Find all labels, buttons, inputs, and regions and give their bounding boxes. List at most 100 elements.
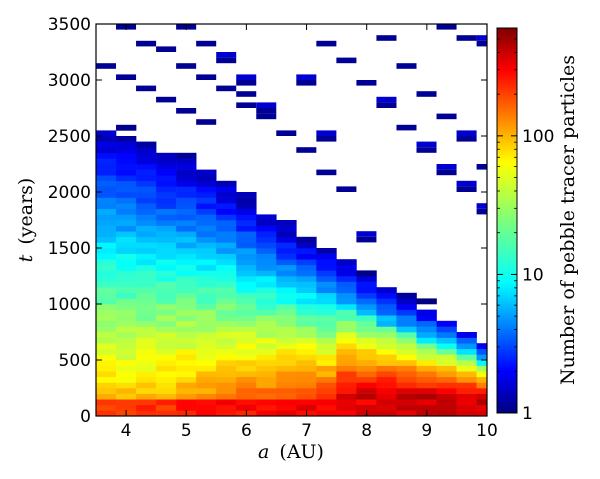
heatmap-cell bbox=[456, 399, 477, 406]
heatmap-cell bbox=[156, 326, 177, 333]
heatmap-cell bbox=[276, 410, 297, 416]
heatmap-cell bbox=[136, 192, 157, 198]
heatmap-cell bbox=[416, 147, 437, 153]
heatmap-cell bbox=[216, 371, 237, 378]
heatmap-cell bbox=[96, 208, 117, 215]
heatmap-cell bbox=[96, 264, 117, 271]
heatmap-cell bbox=[316, 281, 337, 288]
heatmap-cell bbox=[276, 281, 297, 288]
heatmap-cell bbox=[236, 91, 257, 97]
heatmap-cell bbox=[256, 404, 277, 411]
heatmap-cell bbox=[196, 180, 217, 187]
heatmap-cell bbox=[156, 360, 177, 366]
heatmap-cell bbox=[176, 169, 197, 176]
heatmap-cell bbox=[236, 298, 257, 305]
heatmap-cell bbox=[176, 108, 197, 114]
heatmap-cell bbox=[236, 337, 257, 344]
heatmap-cell bbox=[116, 270, 137, 277]
heatmap-cell bbox=[136, 276, 157, 282]
heatmap-cell bbox=[336, 360, 357, 366]
heatmap-cell bbox=[456, 365, 477, 372]
heatmap-cell bbox=[196, 248, 217, 254]
heatmap-cell bbox=[96, 404, 117, 411]
heatmap-cell bbox=[256, 332, 277, 338]
heatmap-cell bbox=[176, 220, 197, 226]
heatmap-cell bbox=[376, 365, 397, 372]
heatmap-cell bbox=[96, 259, 117, 266]
heatmap-cell bbox=[256, 242, 277, 249]
heatmap-cell bbox=[156, 354, 177, 361]
heatmap-cell bbox=[276, 253, 297, 260]
heatmap-cell bbox=[316, 259, 337, 266]
heatmap-cell bbox=[96, 326, 117, 333]
heatmap-cell bbox=[96, 231, 117, 238]
heatmap-cell bbox=[216, 57, 237, 64]
heatmap-cell bbox=[196, 326, 217, 333]
colorbar-label: Number of pebble tracer particles bbox=[557, 55, 579, 385]
heatmap-cell bbox=[216, 52, 237, 58]
heatmap-cell bbox=[136, 259, 157, 266]
heatmap-cell bbox=[136, 197, 157, 204]
heatmap-cell bbox=[196, 393, 217, 400]
heatmap-cell bbox=[356, 326, 377, 333]
heatmap-cell bbox=[316, 365, 337, 372]
heatmap-cell bbox=[236, 281, 257, 288]
heatmap-cell bbox=[156, 248, 177, 254]
heatmap-cell bbox=[456, 360, 477, 366]
heatmap-cell bbox=[216, 236, 237, 243]
heatmap-cell bbox=[236, 287, 257, 294]
heatmap-cell bbox=[256, 248, 277, 254]
heatmap-cell bbox=[456, 348, 477, 355]
heatmap-cell bbox=[196, 253, 217, 260]
heatmap-cell bbox=[276, 360, 297, 366]
heatmap-cell bbox=[116, 332, 137, 338]
heatmap-cell bbox=[196, 365, 217, 372]
y-axis-ticks: 0 500 1000 1500 2000 2500 3000 3500 bbox=[48, 15, 487, 427]
heatmap-cell bbox=[136, 287, 157, 294]
heatmap-cell bbox=[276, 326, 297, 333]
heatmap-cell bbox=[236, 208, 257, 215]
heatmap-cell bbox=[236, 404, 257, 411]
heatmap-cell bbox=[216, 382, 237, 389]
heatmap-cell bbox=[236, 220, 257, 226]
heatmap-cell bbox=[176, 276, 197, 282]
heatmap-cell bbox=[396, 332, 417, 338]
heatmap-cell bbox=[356, 298, 377, 305]
heatmap-cell bbox=[476, 164, 487, 170]
heatmap-cell bbox=[156, 175, 177, 182]
heatmap-cell bbox=[436, 393, 457, 400]
heatmap-cell bbox=[116, 248, 137, 254]
heatmap-cell bbox=[176, 214, 197, 221]
heatmap-cell bbox=[236, 343, 257, 350]
heatmap-cell bbox=[256, 320, 277, 327]
heatmap-cell bbox=[416, 360, 437, 366]
heatmap-cell bbox=[356, 337, 377, 344]
heatmap-cell bbox=[96, 360, 117, 366]
heatmap-cell bbox=[436, 360, 457, 366]
heatmap-cell bbox=[196, 343, 217, 350]
heatmap-cell bbox=[96, 287, 117, 294]
heatmap-cell bbox=[336, 410, 357, 416]
colorbar-tick-label: 10 bbox=[522, 265, 544, 285]
heatmap-cell bbox=[116, 164, 137, 170]
heatmap-cell bbox=[236, 376, 257, 383]
heatmap-cell bbox=[436, 399, 457, 406]
heatmap-cell bbox=[396, 371, 417, 378]
heatmap-cell bbox=[136, 169, 157, 176]
heatmap-cell bbox=[276, 320, 297, 327]
heatmap-cell bbox=[96, 236, 117, 243]
heatmap-cell bbox=[156, 320, 177, 327]
heatmap-cell bbox=[356, 399, 377, 406]
heatmap-cell bbox=[416, 309, 437, 316]
heatmap-cell bbox=[96, 147, 117, 154]
heatmap-cell bbox=[96, 220, 117, 226]
heatmap-cell bbox=[116, 253, 137, 260]
heatmap-cell bbox=[276, 130, 297, 136]
heatmap-cell bbox=[116, 399, 137, 406]
heatmap-cell bbox=[296, 236, 317, 243]
heatmap-cell bbox=[216, 259, 237, 266]
heatmap-cell bbox=[256, 108, 277, 114]
heatmap-cell bbox=[196, 236, 217, 243]
heatmap-cell bbox=[96, 281, 117, 288]
heatmap-cell bbox=[476, 354, 487, 361]
